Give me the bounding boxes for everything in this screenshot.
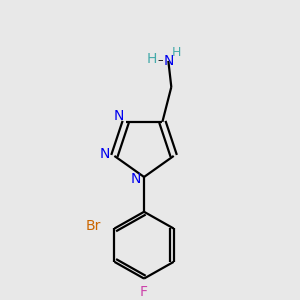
Text: N: N: [163, 54, 173, 68]
Text: –: –: [157, 55, 163, 65]
Text: N: N: [114, 109, 124, 123]
Text: F: F: [140, 285, 148, 298]
Text: N: N: [100, 148, 110, 161]
Text: H: H: [147, 52, 157, 66]
Text: H: H: [172, 46, 182, 59]
Text: Br: Br: [85, 219, 101, 233]
Text: N: N: [130, 172, 141, 186]
